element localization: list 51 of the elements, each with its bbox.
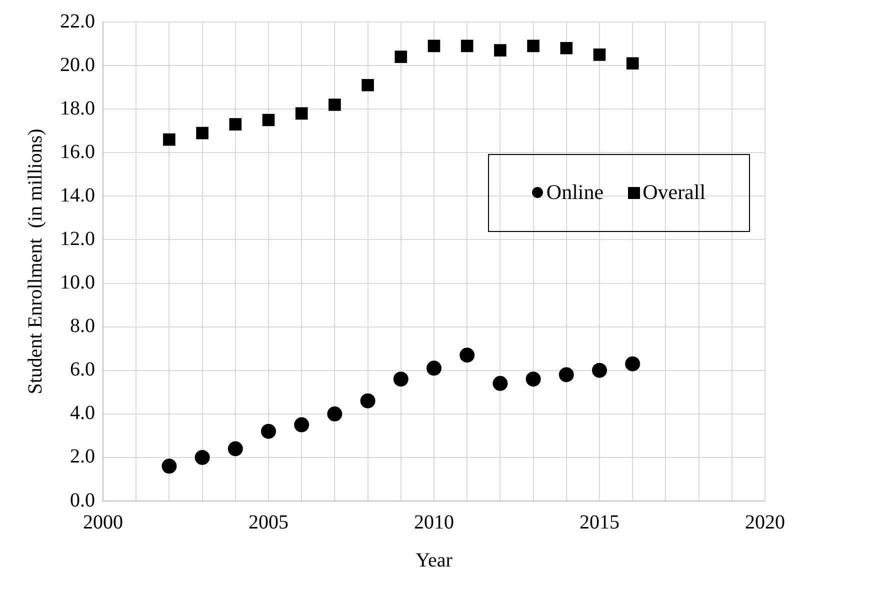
y-tick-label: 14.0 — [60, 184, 95, 206]
point — [428, 40, 440, 52]
point — [229, 118, 242, 130]
x-tick-label: 2020 — [745, 511, 785, 534]
point — [560, 42, 573, 54]
point — [526, 372, 541, 387]
point — [196, 126, 208, 140]
point — [362, 78, 374, 92]
point — [460, 40, 474, 52]
point — [360, 393, 376, 408]
y-tick-label: 0.0 — [70, 489, 95, 512]
x-tick-label: 2010 — [414, 511, 454, 534]
point — [394, 50, 408, 63]
y-tick-label: 22.0 — [60, 10, 95, 32]
point — [393, 372, 408, 387]
y-tick-label: 18.0 — [60, 97, 95, 120]
point — [626, 57, 639, 70]
point — [527, 40, 540, 52]
legend-label: Overall — [642, 180, 706, 206]
point — [327, 406, 342, 422]
y-tick-label: 10.0 — [60, 272, 95, 294]
point — [492, 376, 508, 391]
point — [228, 441, 243, 456]
point — [328, 98, 341, 111]
point — [625, 356, 640, 372]
y-tick-label: 2.0 — [70, 446, 95, 468]
y-tick-label: 4.0 — [70, 402, 95, 424]
point — [558, 367, 574, 382]
y-tick-label: 16.0 — [60, 140, 95, 163]
y-tick-label: 8.0 — [70, 315, 95, 338]
point — [593, 48, 606, 61]
x-tick-label: 2005 — [248, 511, 288, 534]
y-tick-label: 12.0 — [60, 228, 95, 250]
point — [460, 348, 475, 363]
point — [295, 107, 308, 120]
y-tick-label: 6.0 — [70, 358, 95, 381]
legend-label: Online — [546, 180, 604, 206]
point — [194, 450, 210, 465]
point — [261, 424, 276, 439]
y-axis-title: Student Enrollment (in millions) — [24, 128, 46, 394]
point — [494, 44, 506, 56]
x-tick-label: 2015 — [580, 511, 620, 534]
x-axis-title: Year — [416, 549, 453, 572]
point — [294, 417, 310, 432]
point — [592, 362, 607, 378]
point — [426, 360, 442, 376]
x-tick-label: 2000 — [83, 511, 123, 534]
y-tick-label: 20.0 — [60, 54, 95, 76]
point — [162, 458, 177, 474]
point — [163, 133, 176, 146]
point — [262, 114, 275, 126]
